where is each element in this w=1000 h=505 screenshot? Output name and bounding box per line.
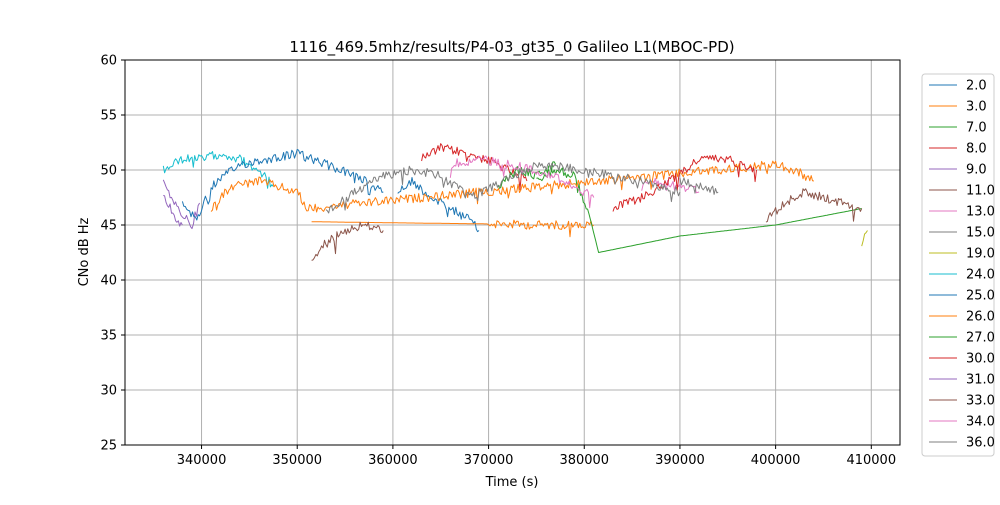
- series-line-25.0: [181, 149, 384, 221]
- legend-label: 36.0: [966, 436, 995, 451]
- y-axis-ticks: 25 30 35 40 45 50 55 60: [100, 54, 125, 454]
- y-tick-label: 30: [100, 384, 117, 399]
- y-axis-label: CNo dB Hz: [77, 217, 92, 286]
- y-tick-label: 45: [100, 219, 117, 234]
- series-line-19.0: [861, 230, 868, 247]
- x-tick-label: 360000: [368, 453, 418, 468]
- y-tick-label: 40: [100, 274, 117, 289]
- legend-label: 30.0: [966, 352, 995, 367]
- series-line-2.0: [397, 177, 480, 233]
- x-tick-label: 390000: [655, 453, 705, 468]
- series-line-11.0: [311, 221, 384, 261]
- y-tick-label: 55: [100, 109, 117, 124]
- legend-label: 19.0: [966, 247, 995, 262]
- series-line-7.0: [536, 167, 862, 253]
- series-layer: [162, 143, 868, 261]
- x-tick-label: 400000: [751, 453, 801, 468]
- x-tick-label: 350000: [272, 453, 322, 468]
- y-tick-label: 35: [100, 329, 117, 344]
- legend-label: 2.0: [966, 79, 987, 94]
- legend-label: 3.0: [966, 100, 987, 115]
- legend: 2.0 3.0 7.0 8.0 9.0 11.0 13.0 15.0 19.0 24.0 25.0 2…: [921, 73, 995, 457]
- series-line-24.0: [162, 151, 274, 189]
- y-tick-label: 25: [100, 439, 117, 454]
- series-line-15.0: [679, 177, 719, 195]
- x-tick-label: 410000: [846, 453, 896, 468]
- series-line-34.0: [449, 155, 595, 209]
- series-line-36.0: [325, 162, 681, 214]
- y-tick-label: 50: [100, 164, 117, 179]
- legend-label: 7.0: [966, 121, 987, 136]
- x-axis-label: Time (s): [485, 475, 539, 490]
- series-line-31.0: [163, 194, 183, 227]
- legend-label: 31.0: [966, 373, 995, 388]
- legend-label: 11.0: [966, 184, 995, 199]
- y-tick-label: 60: [100, 54, 117, 69]
- x-axis-ticks: 340000 350000 360000 370000 380000 390000 4000…: [177, 445, 896, 468]
- legend-label: 27.0: [966, 331, 995, 346]
- legend-label: 33.0: [966, 394, 995, 409]
- series-line-3.0: [311, 219, 595, 238]
- x-tick-label: 370000: [464, 453, 514, 468]
- legend-label: 15.0: [966, 226, 995, 241]
- legend-label: 34.0: [966, 415, 995, 430]
- chart-title: 1116_469.5mhz/results/P4-03_gt35_0 Galil…: [289, 38, 734, 57]
- legend-label: 26.0: [966, 310, 995, 325]
- legend-label: 8.0: [966, 142, 987, 157]
- legend-label: 9.0: [966, 163, 987, 178]
- series-line-33.0: [765, 188, 863, 223]
- series-line-8.0: [421, 143, 528, 190]
- legend-label: 13.0: [966, 205, 995, 220]
- legend-label: 24.0: [966, 268, 995, 283]
- legend-label: 25.0: [966, 289, 995, 304]
- plot-frame: [124, 59, 901, 446]
- grid: [125, 59, 900, 446]
- series-line-9.0: [162, 179, 201, 230]
- x-tick-label: 340000: [177, 453, 227, 468]
- x-tick-label: 380000: [559, 453, 609, 468]
- series-line-26.0: [210, 160, 814, 213]
- series-line-30.0: [612, 154, 757, 212]
